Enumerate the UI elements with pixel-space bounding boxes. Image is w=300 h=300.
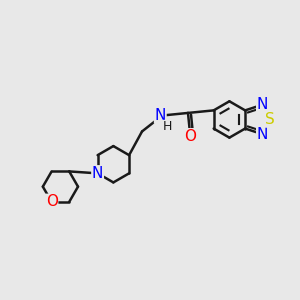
Text: N: N bbox=[92, 166, 103, 181]
Text: S: S bbox=[265, 112, 274, 127]
Text: N: N bbox=[154, 108, 166, 123]
Text: O: O bbox=[46, 194, 58, 209]
Text: N: N bbox=[257, 97, 268, 112]
Text: N: N bbox=[257, 127, 268, 142]
Text: H: H bbox=[163, 120, 172, 134]
Text: O: O bbox=[184, 129, 196, 144]
